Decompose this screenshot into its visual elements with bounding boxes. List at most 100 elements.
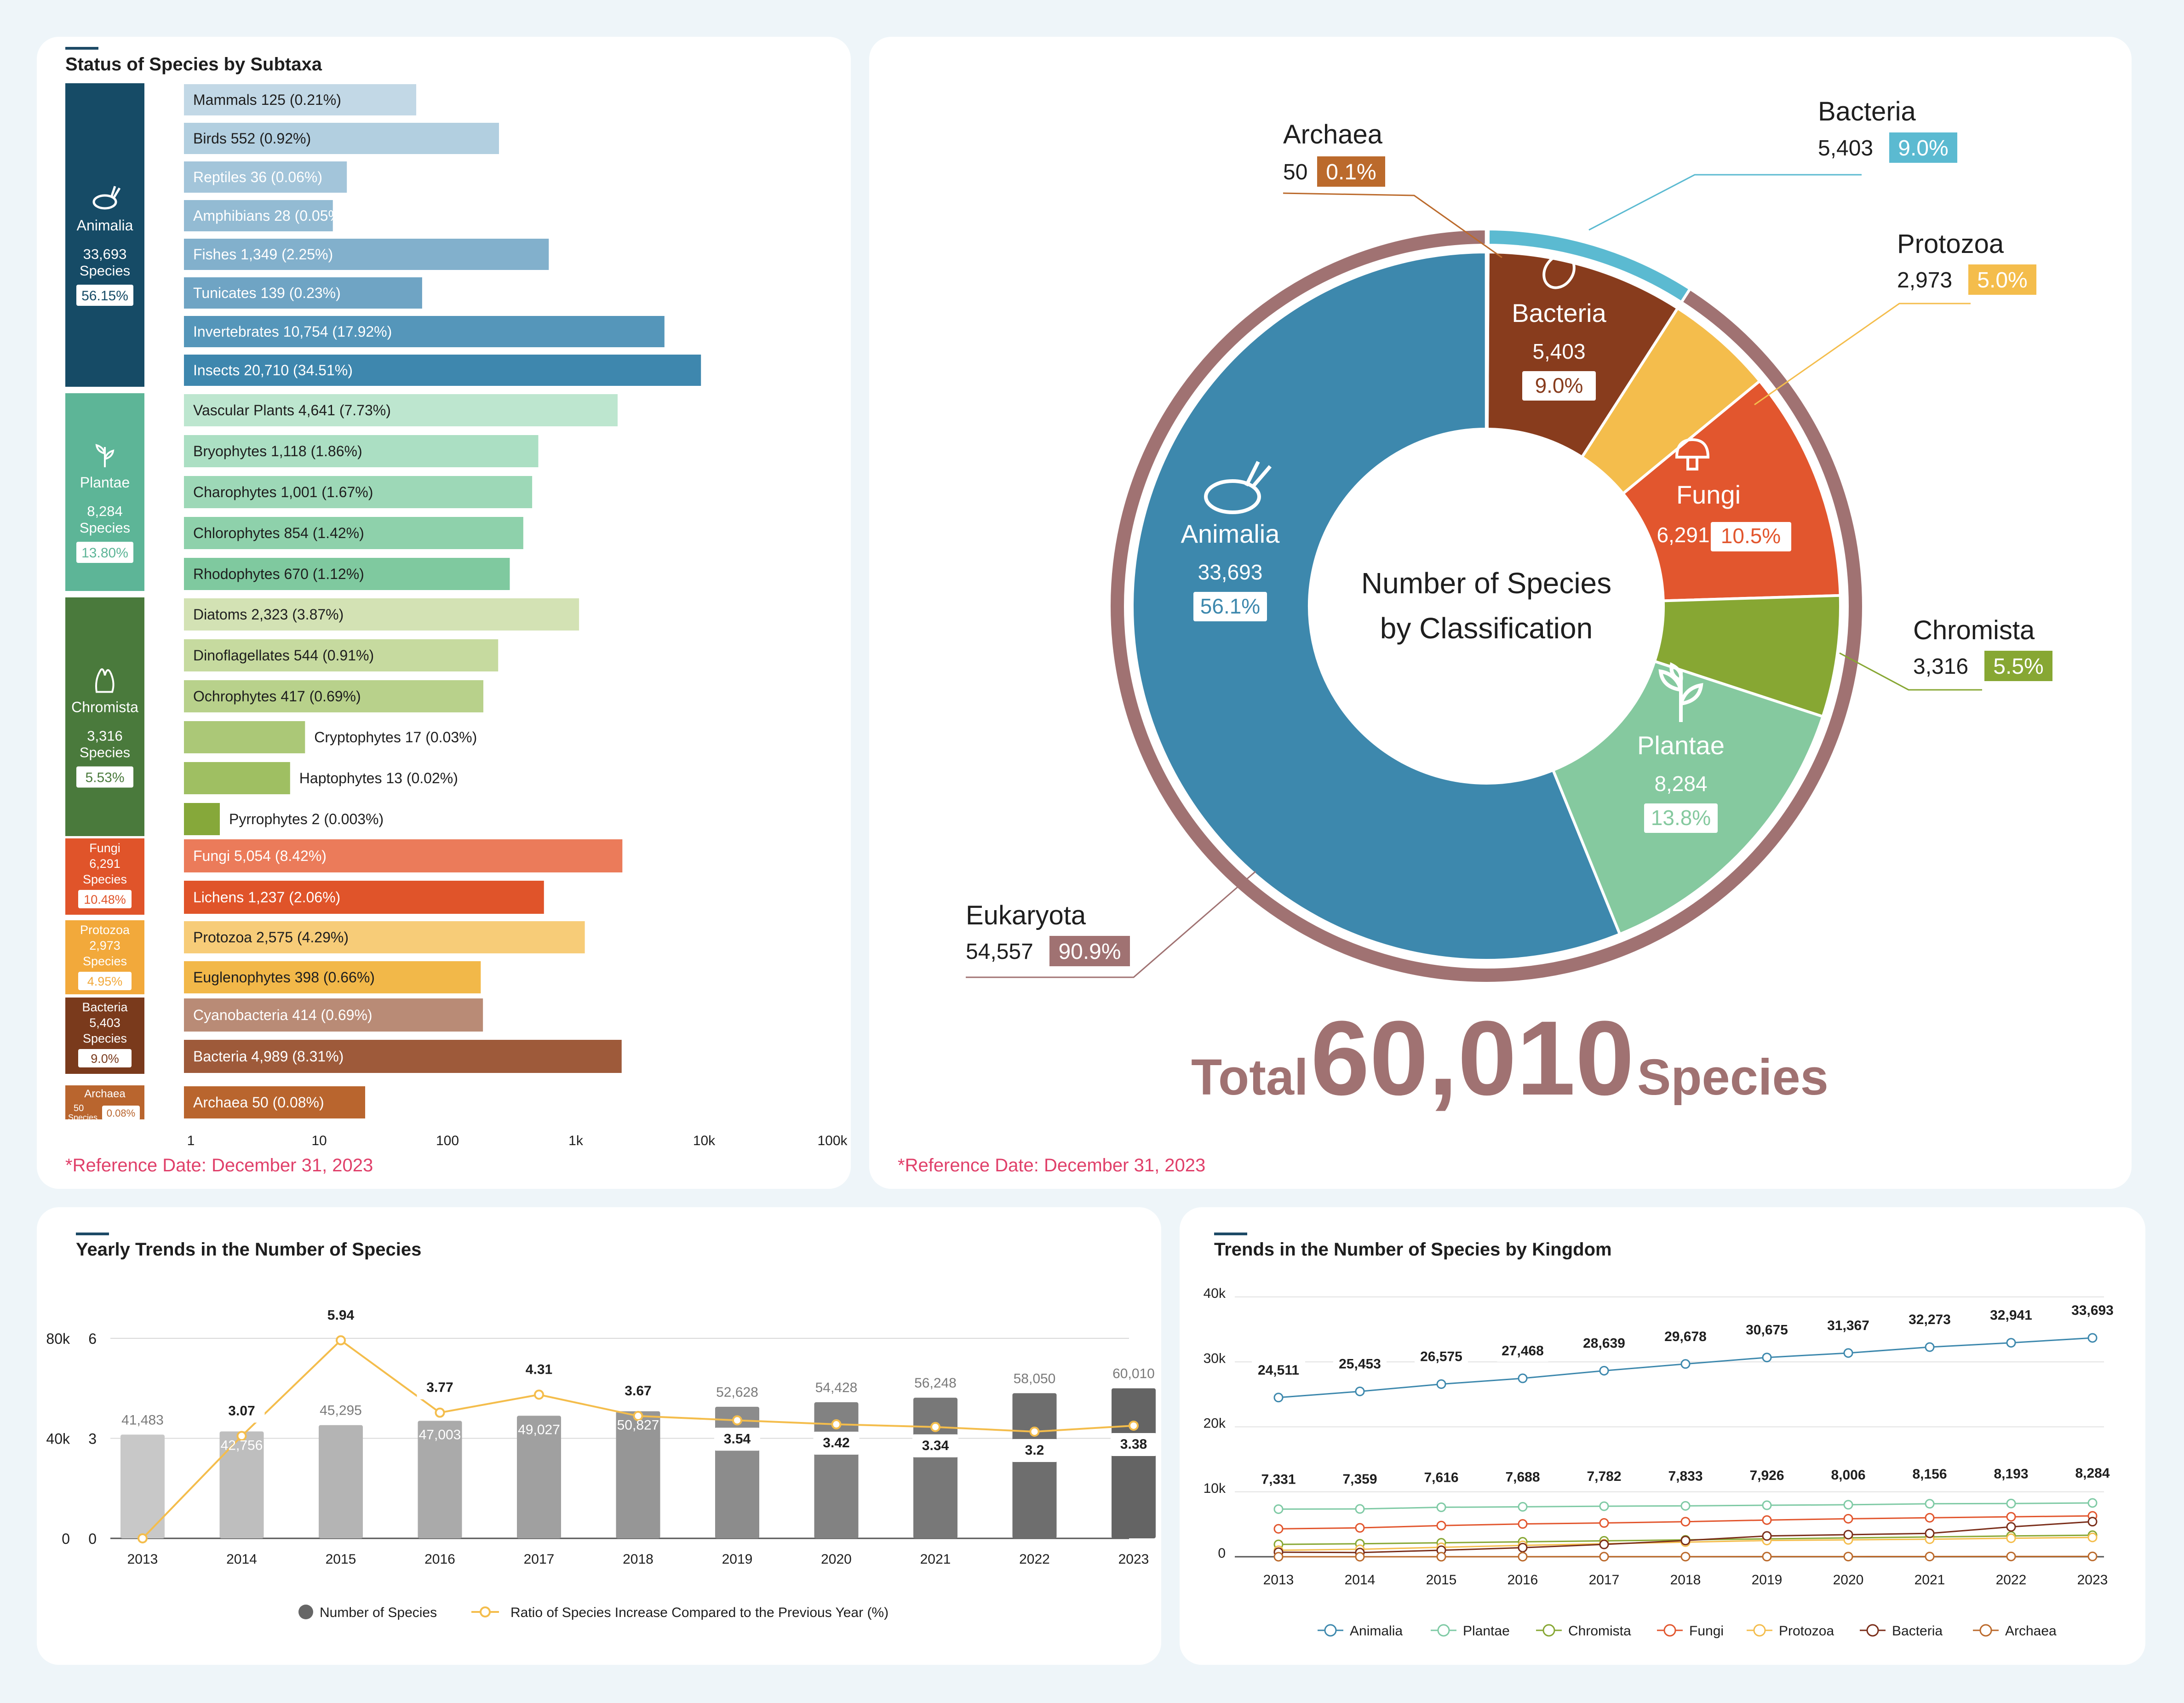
value-badge: [1415, 1466, 1468, 1489]
series-point: [1599, 1365, 1609, 1376]
group-unit: Species: [83, 1032, 127, 1045]
series-point: [2006, 1522, 2016, 1532]
series-point: [1843, 1348, 1853, 1358]
callout-pct-badge: [1889, 132, 1957, 163]
ratio-point: [1029, 1427, 1040, 1437]
value-label: 7,926: [1749, 1468, 1784, 1483]
series-point: [1843, 1552, 1853, 1562]
inner-label-name: Plantae: [1637, 731, 1725, 760]
group-block-animalia: [65, 83, 144, 387]
classification-donut: Number of Species by Classification Bacter…: [966, 97, 2052, 1117]
axis-tick-label: 100k: [817, 1133, 848, 1148]
series-point: [1518, 1542, 1528, 1553]
series-point: [1518, 1373, 1528, 1383]
inner-label-count: 5,403: [1532, 339, 1585, 363]
bar: [184, 921, 585, 953]
legend-bar-marker: [298, 1605, 313, 1619]
inner-label-pct: 13.8%: [1651, 806, 1711, 830]
year-bar: [517, 1416, 561, 1538]
group-pct: 4.95%: [87, 975, 123, 988]
year-label: 2013: [127, 1552, 158, 1567]
ratio-label: 3.42: [823, 1435, 849, 1451]
group-name: Plantae: [80, 474, 130, 491]
bar-label: Archaea 50 (0.08%): [193, 1094, 324, 1111]
bar-label: Rhodophytes 670 (1.12%): [193, 566, 364, 582]
axis-tick-label: 100: [436, 1133, 459, 1148]
legend-label: Chromista: [1568, 1623, 1631, 1639]
group-count: 33,693: [83, 246, 127, 262]
callout-count: 2,973: [1897, 268, 1952, 292]
bar-label: Protozoa 2,575 (4.29%): [193, 929, 349, 946]
subtaxa-title: Status of Species by Subtaxa: [65, 54, 322, 75]
value-label: 7,688: [1505, 1469, 1540, 1485]
bar-value-label: 56,248: [914, 1376, 957, 1391]
year-label: 2020: [821, 1552, 852, 1567]
bar-label: Vascular Plants 4,641 (7.73%): [193, 402, 391, 419]
bar: [184, 839, 623, 872]
year-bar: [1112, 1388, 1156, 1538]
inner-label-count: 6,291: [1657, 523, 1709, 547]
year-label: 2021: [1915, 1572, 1945, 1588]
series-point: [1925, 1342, 1935, 1352]
value-badge: [1984, 1462, 2038, 1485]
bar: [184, 517, 523, 549]
bar-label: Reptiles 36 (0.06%): [193, 169, 322, 185]
slice-bacteria: [1485, 250, 1680, 459]
ring-eukaryota: [1108, 227, 1865, 985]
rabbit-ears: [110, 186, 121, 198]
axis-tick-label: 1k: [568, 1133, 584, 1148]
year-label: 2017: [524, 1552, 555, 1567]
bar-value-label: 41,483: [121, 1412, 164, 1428]
algae-shape: [95, 668, 115, 693]
rabbit-body: [92, 194, 117, 210]
ratio-point: [1129, 1420, 1139, 1431]
group-pct: 56.15%: [81, 288, 128, 304]
legend-marker-dot: [1979, 1624, 1992, 1637]
value-label: 7,833: [1668, 1468, 1702, 1484]
group-count: 6,291: [89, 857, 120, 871]
value-label: 33,693: [2071, 1303, 2114, 1318]
center-title-2: by Classification: [1380, 612, 1593, 645]
legend-label: Plantae: [1463, 1623, 1510, 1639]
callout-name: Chromista: [1913, 615, 2035, 645]
inner-pct-badge: [1644, 803, 1718, 833]
bacteria-shape: [1542, 253, 1576, 289]
bar: [184, 1086, 366, 1118]
ratio-badge: [912, 1434, 958, 1457]
value-badge: [1496, 1466, 1549, 1488]
bar-label: Dinoflagellates 544 (0.91%): [193, 647, 374, 664]
group-pct: 5.53%: [85, 770, 124, 786]
value-badge: [1984, 1304, 2038, 1326]
year-label: 2022: [1019, 1552, 1050, 1567]
value-label: 7,331: [1261, 1472, 1295, 1487]
callout-pct-badge: [1984, 651, 2052, 681]
group-count: 50: [74, 1103, 84, 1113]
value-badge: [2066, 1299, 2119, 1322]
bar: [184, 558, 510, 590]
legend-marker-dot: [1437, 1624, 1450, 1637]
bar: [184, 161, 347, 193]
y-tick: 0: [1218, 1546, 1226, 1561]
value-label: 8,193: [1994, 1466, 2028, 1481]
value-badge: [1333, 1353, 1387, 1375]
group-pct-badge: [78, 890, 132, 908]
value-label: 29,678: [1664, 1329, 1707, 1344]
title-accent: [65, 47, 98, 50]
series-point: [1925, 1528, 1935, 1538]
series-point: [2087, 1333, 2098, 1343]
ratio-label: 3.34: [922, 1438, 949, 1453]
inner-label-count: 33,693: [1198, 560, 1263, 584]
inner-label-name: Bacteria: [1512, 298, 1606, 327]
series-point: [1843, 1530, 1853, 1540]
slice-archaea: [1485, 250, 1490, 431]
ratio-badge: [1111, 1433, 1157, 1456]
year-bar: [616, 1411, 660, 1538]
year-label: 2021: [920, 1552, 951, 1567]
bar-label: Mammals 125 (0.21%): [193, 92, 341, 108]
year-label: 2018: [1670, 1572, 1701, 1588]
bar: [184, 84, 417, 115]
ratio-label: 5.94: [327, 1307, 355, 1323]
legend-marker-dot: [1324, 1624, 1337, 1637]
series-point: [1680, 1359, 1691, 1369]
callout-pct-badge: [1317, 156, 1385, 187]
